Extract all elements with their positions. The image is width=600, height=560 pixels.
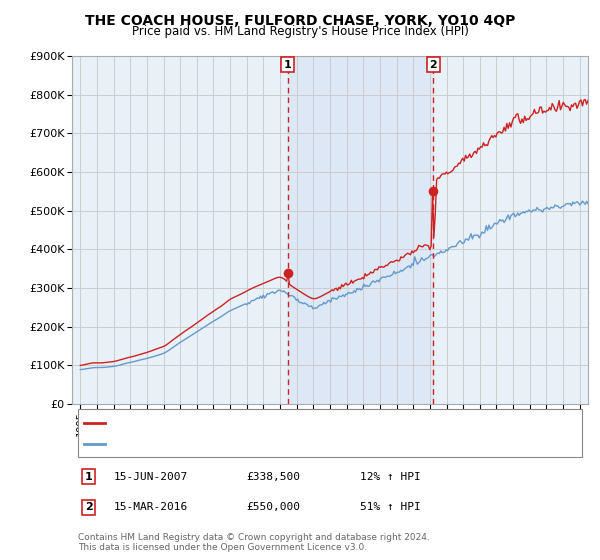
Text: Price paid vs. HM Land Registry's House Price Index (HPI): Price paid vs. HM Land Registry's House … — [131, 25, 469, 38]
Text: 2: 2 — [85, 502, 92, 512]
Text: 51% ↑ HPI: 51% ↑ HPI — [360, 502, 421, 512]
Text: 15-MAR-2016: 15-MAR-2016 — [114, 502, 188, 512]
Text: £338,500: £338,500 — [246, 472, 300, 482]
Bar — [287, 56, 433, 404]
Text: HPI: Average price, detached house, York: HPI: Average price, detached house, York — [111, 438, 326, 449]
Text: 12% ↑ HPI: 12% ↑ HPI — [360, 472, 421, 482]
Text: 1: 1 — [284, 60, 292, 69]
Text: £550,000: £550,000 — [246, 502, 300, 512]
Text: THE COACH HOUSE, FULFORD CHASE, YORK, YO10 4QP: THE COACH HOUSE, FULFORD CHASE, YORK, YO… — [85, 14, 515, 28]
Text: 1: 1 — [85, 472, 92, 482]
Text: 15-JUN-2007: 15-JUN-2007 — [114, 472, 188, 482]
Text: 2: 2 — [430, 60, 437, 69]
Text: THE COACH HOUSE, FULFORD CHASE, YORK, YO10 4QP (detached house): THE COACH HOUSE, FULFORD CHASE, YORK, YO… — [111, 418, 493, 428]
Text: Contains HM Land Registry data © Crown copyright and database right 2024.
This d: Contains HM Land Registry data © Crown c… — [78, 533, 430, 552]
